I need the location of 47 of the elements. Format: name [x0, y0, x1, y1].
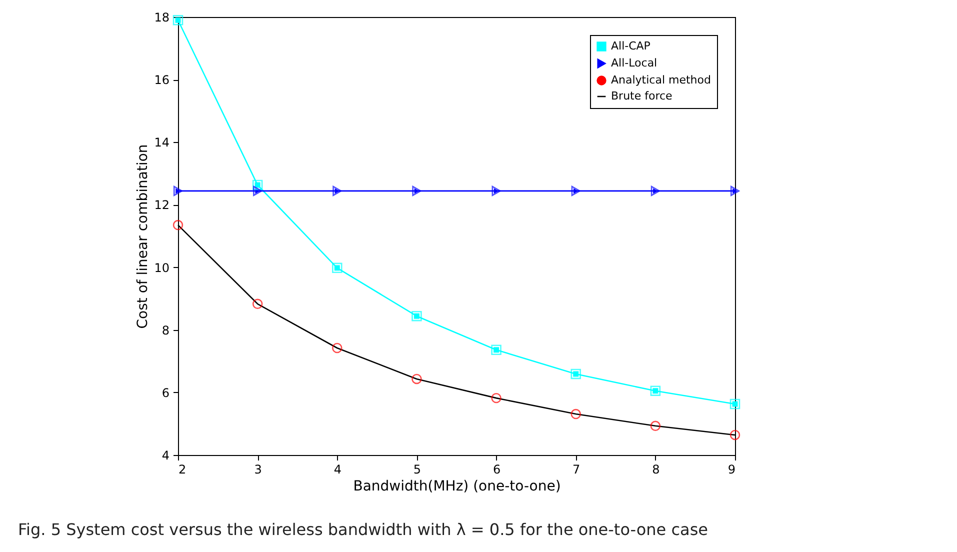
- point: [492, 186, 501, 196]
- point: [252, 180, 263, 190]
- y-tick-label: 10: [154, 260, 170, 275]
- legend-label: All-Local: [611, 56, 658, 70]
- y-axis-title: Cost of linear combination: [135, 144, 152, 329]
- point: [570, 368, 581, 380]
- x-tick-label: 9: [728, 462, 736, 476]
- x-tick-label: 4: [334, 462, 342, 476]
- y-tick-label: 8: [162, 323, 170, 338]
- point: [650, 420, 661, 432]
- x-tick-label: 3: [254, 462, 262, 476]
- point: [650, 186, 660, 196]
- y-tick-label: 16: [154, 73, 170, 88]
- point: [332, 342, 342, 354]
- point: [491, 392, 502, 404]
- x-axis-title: Bandwidth(MHz) (one-to-one): [353, 478, 561, 494]
- point: [571, 186, 580, 196]
- x-tick-label: 8: [652, 462, 660, 476]
- point: [172, 220, 184, 230]
- x-tick-label: 6: [492, 462, 501, 476]
- legend-label: All-CAP: [611, 40, 651, 52]
- point: [570, 408, 581, 420]
- x-tick-label: 2: [178, 462, 186, 476]
- point: [730, 398, 740, 410]
- point: [730, 430, 740, 440]
- point: [412, 374, 422, 384]
- y-tick-label: 18: [154, 10, 170, 24]
- y-tick-label: 12: [154, 198, 170, 212]
- y-tick-label: 4: [162, 448, 170, 462]
- y-tick-label: 6: [162, 386, 170, 400]
- point: [172, 15, 184, 26]
- point: [252, 298, 263, 310]
- point: [332, 186, 342, 196]
- point: [650, 386, 661, 396]
- point: [412, 310, 422, 322]
- point: [730, 186, 740, 196]
- legend-label: Brute force: [611, 90, 673, 102]
- point: [332, 262, 342, 274]
- y-tick-label: 14: [154, 136, 170, 150]
- legend-label: Analytical method: [611, 74, 711, 86]
- caption: Fig. 5 System cost versus the wireless bandwidth with λ = 0.5 for the one-to-one case: [18, 520, 708, 539]
- point: [412, 186, 422, 196]
- point: [173, 186, 183, 196]
- x-tick-label: 7: [572, 462, 580, 476]
- point: [491, 344, 502, 355]
- x-tick-label: 5: [413, 462, 422, 476]
- point: [253, 186, 262, 196]
